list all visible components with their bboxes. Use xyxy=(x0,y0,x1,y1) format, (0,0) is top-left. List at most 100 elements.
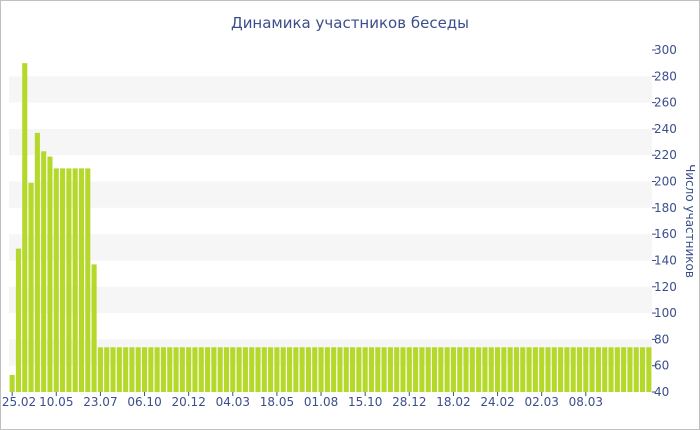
bar[interactable] xyxy=(9,374,15,392)
bar[interactable] xyxy=(621,347,627,392)
bar[interactable] xyxy=(242,347,248,392)
bar[interactable] xyxy=(476,347,482,392)
bar[interactable] xyxy=(589,347,595,392)
bar[interactable] xyxy=(337,347,343,392)
bar[interactable] xyxy=(211,347,217,392)
bar[interactable] xyxy=(15,248,21,392)
bar[interactable] xyxy=(614,347,620,392)
bar[interactable] xyxy=(97,347,103,392)
bar[interactable] xyxy=(368,347,375,392)
bar[interactable] xyxy=(413,347,419,392)
bar[interactable] xyxy=(343,347,349,392)
bar[interactable] xyxy=(545,347,551,392)
bar[interactable] xyxy=(639,347,646,392)
bar[interactable] xyxy=(299,347,305,392)
bar[interactable] xyxy=(431,347,438,392)
bar[interactable] xyxy=(318,347,324,392)
bar[interactable] xyxy=(223,347,230,392)
bar[interactable] xyxy=(400,347,406,392)
bar[interactable] xyxy=(249,347,255,392)
bar[interactable] xyxy=(438,347,444,392)
bar[interactable] xyxy=(469,347,475,392)
bar[interactable] xyxy=(66,168,72,392)
bar[interactable] xyxy=(595,347,601,392)
bar[interactable] xyxy=(179,347,185,392)
bar[interactable] xyxy=(513,347,520,392)
bar[interactable] xyxy=(72,168,78,392)
bar[interactable] xyxy=(576,347,583,392)
bar[interactable] xyxy=(167,347,173,392)
bar[interactable] xyxy=(116,347,122,392)
bar[interactable] xyxy=(85,168,91,392)
bar[interactable] xyxy=(312,347,318,392)
bar[interactable] xyxy=(583,347,589,392)
bar[interactable] xyxy=(387,347,393,392)
bar[interactable] xyxy=(501,347,507,392)
bar[interactable] xyxy=(394,347,400,392)
bar[interactable] xyxy=(375,347,381,392)
bar[interactable] xyxy=(488,347,494,392)
bar[interactable] xyxy=(192,347,198,392)
bar[interactable] xyxy=(22,63,28,393)
bar[interactable] xyxy=(173,347,179,392)
bar[interactable] xyxy=(539,347,545,392)
bar[interactable] xyxy=(41,151,47,392)
bar[interactable] xyxy=(463,347,469,392)
bar[interactable] xyxy=(60,168,66,392)
bar[interactable] xyxy=(627,347,633,392)
bar[interactable] xyxy=(350,347,356,392)
bar[interactable] xyxy=(104,347,110,392)
bar[interactable] xyxy=(129,347,135,392)
bar[interactable] xyxy=(520,347,526,392)
bar[interactable] xyxy=(255,347,261,392)
bar[interactable] xyxy=(135,347,141,392)
bar[interactable] xyxy=(286,347,293,392)
bar[interactable] xyxy=(28,182,34,392)
bar[interactable] xyxy=(186,347,192,392)
bar[interactable] xyxy=(602,347,608,392)
bar[interactable] xyxy=(526,347,532,392)
bar[interactable] xyxy=(110,347,116,392)
bar[interactable] xyxy=(34,132,40,392)
bar[interactable] xyxy=(356,347,362,392)
bar[interactable] xyxy=(141,347,148,392)
bar[interactable] xyxy=(305,347,311,392)
bar[interactable] xyxy=(564,347,570,392)
bar[interactable] xyxy=(633,347,639,392)
bar[interactable] xyxy=(419,347,425,392)
bar[interactable] xyxy=(280,347,286,392)
bar[interactable] xyxy=(148,347,154,392)
bar[interactable] xyxy=(230,347,236,392)
bar[interactable] xyxy=(558,347,564,392)
bar[interactable] xyxy=(457,347,463,392)
bar[interactable] xyxy=(507,347,513,392)
bar[interactable] xyxy=(154,347,160,392)
bar[interactable] xyxy=(444,347,450,392)
bar[interactable] xyxy=(324,347,330,392)
bar[interactable] xyxy=(261,347,267,392)
bar[interactable] xyxy=(425,347,431,392)
bar[interactable] xyxy=(646,347,652,392)
bar[interactable] xyxy=(268,347,274,392)
bar[interactable] xyxy=(274,347,280,392)
bar[interactable] xyxy=(217,347,223,392)
bar[interactable] xyxy=(198,347,204,392)
bar[interactable] xyxy=(570,347,576,392)
bar[interactable] xyxy=(236,347,242,392)
bar[interactable] xyxy=(532,347,538,392)
bar[interactable] xyxy=(608,347,614,392)
bar[interactable] xyxy=(293,347,299,392)
bar[interactable] xyxy=(362,347,368,392)
bar[interactable] xyxy=(331,347,337,392)
bar[interactable] xyxy=(123,347,129,392)
bar[interactable] xyxy=(160,347,166,392)
bar[interactable] xyxy=(482,347,488,392)
bar[interactable] xyxy=(551,347,557,392)
bar[interactable] xyxy=(406,347,412,392)
bar[interactable] xyxy=(78,168,85,392)
bar[interactable] xyxy=(495,347,501,392)
bar[interactable] xyxy=(47,156,53,392)
bar[interactable] xyxy=(205,347,211,392)
bar[interactable] xyxy=(381,347,387,392)
bar[interactable] xyxy=(53,168,59,392)
